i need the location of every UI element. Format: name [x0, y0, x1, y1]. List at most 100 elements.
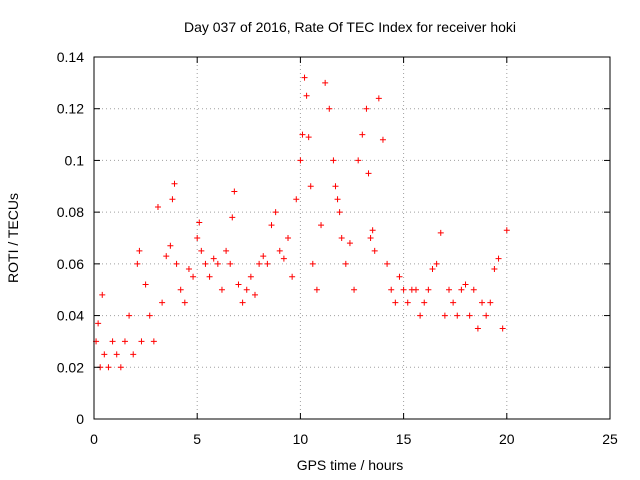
- data-point: [396, 273, 403, 280]
- data-point: [297, 157, 304, 164]
- data-point: [169, 196, 176, 203]
- data-point: [342, 260, 349, 267]
- data-point: [171, 180, 178, 187]
- data-point: [351, 286, 358, 293]
- grid: [94, 57, 610, 419]
- y-tick-label: 0: [76, 411, 84, 427]
- data-point: [392, 299, 399, 306]
- data-point: [384, 260, 391, 267]
- data-point: [150, 338, 157, 345]
- data-point: [272, 209, 279, 216]
- data-point: [126, 312, 133, 319]
- data-point: [322, 79, 329, 86]
- data-point: [223, 247, 230, 254]
- data-point: [121, 338, 128, 345]
- data-point: [190, 273, 197, 280]
- data-point: [466, 312, 473, 319]
- data-point: [289, 273, 296, 280]
- data-point: [318, 222, 325, 229]
- data-point: [210, 255, 217, 262]
- data-point: [260, 253, 267, 260]
- data-point: [117, 364, 124, 371]
- data-point: [198, 247, 205, 254]
- data-point: [214, 260, 221, 267]
- data-point: [421, 299, 428, 306]
- data-point: [231, 188, 238, 195]
- data-point: [417, 312, 424, 319]
- y-tick-label: 0.14: [57, 49, 84, 65]
- data-point: [95, 320, 102, 327]
- data-point: [142, 281, 149, 288]
- data-point: [146, 312, 153, 319]
- data-point: [388, 286, 395, 293]
- data-point: [239, 299, 246, 306]
- data-point: [264, 260, 271, 267]
- data-point: [503, 227, 510, 234]
- data-point: [495, 255, 502, 262]
- data-point: [429, 266, 436, 273]
- data-point: [196, 219, 203, 226]
- data-point: [235, 281, 242, 288]
- data-point: [474, 325, 481, 332]
- data-point: [491, 266, 498, 273]
- data-point: [450, 299, 457, 306]
- data-point: [404, 299, 411, 306]
- data-point: [470, 286, 477, 293]
- data-point: [483, 312, 490, 319]
- y-tick-label: 0.08: [57, 204, 84, 220]
- data-point: [293, 196, 300, 203]
- data-point: [194, 235, 201, 241]
- x-tick-label: 15: [396, 431, 412, 447]
- data-point: [130, 351, 137, 358]
- y-tick-label: 0.04: [57, 308, 84, 324]
- data-point: [375, 95, 382, 102]
- data-point: [202, 260, 209, 267]
- data-point: [136, 247, 143, 254]
- x-tick-label: 0: [90, 431, 98, 447]
- data-point: [454, 312, 461, 319]
- x-tick-label: 5: [193, 431, 201, 447]
- data-point: [218, 286, 225, 293]
- data-point: [268, 222, 275, 229]
- data-point: [305, 134, 312, 141]
- data-point: [479, 299, 486, 306]
- data-point: [367, 235, 374, 241]
- data-point: [159, 299, 166, 306]
- data-point: [163, 253, 170, 260]
- data-point: [276, 247, 283, 254]
- data-point: [400, 286, 407, 293]
- data-point: [338, 235, 345, 241]
- plot-frame: [93, 56, 611, 420]
- data-point: [109, 338, 116, 345]
- data-point: [206, 273, 213, 280]
- data-point: [437, 229, 444, 236]
- data-point: [425, 286, 432, 293]
- data-point: [346, 240, 353, 247]
- data-point: [229, 214, 236, 221]
- data-point: [280, 255, 287, 262]
- y-axis-label: ROTI / TECUs: [5, 193, 21, 283]
- data-point: [363, 105, 370, 112]
- data-point: [365, 170, 372, 177]
- data-point: [355, 157, 362, 164]
- data-point: [313, 286, 320, 293]
- data-point: [99, 291, 106, 298]
- data-point: [332, 183, 339, 190]
- chart-title: Day 037 of 2016, Rate Of TEC Index for r…: [184, 19, 516, 35]
- data-point: [256, 260, 263, 267]
- data-point: [247, 273, 254, 280]
- data-point: [105, 364, 112, 371]
- x-tick-label: 10: [293, 431, 309, 447]
- data-point: [499, 325, 506, 332]
- x-tick-label: 25: [602, 431, 618, 447]
- data-point: [412, 286, 419, 293]
- data-point: [285, 235, 292, 241]
- y-tick-label: 0.1: [65, 152, 85, 168]
- y-tick-label: 0.12: [57, 101, 84, 117]
- data-point: [301, 74, 308, 81]
- data-point: [138, 338, 145, 345]
- data-point: [379, 136, 386, 143]
- data-point: [326, 105, 333, 112]
- data-point: [181, 299, 188, 306]
